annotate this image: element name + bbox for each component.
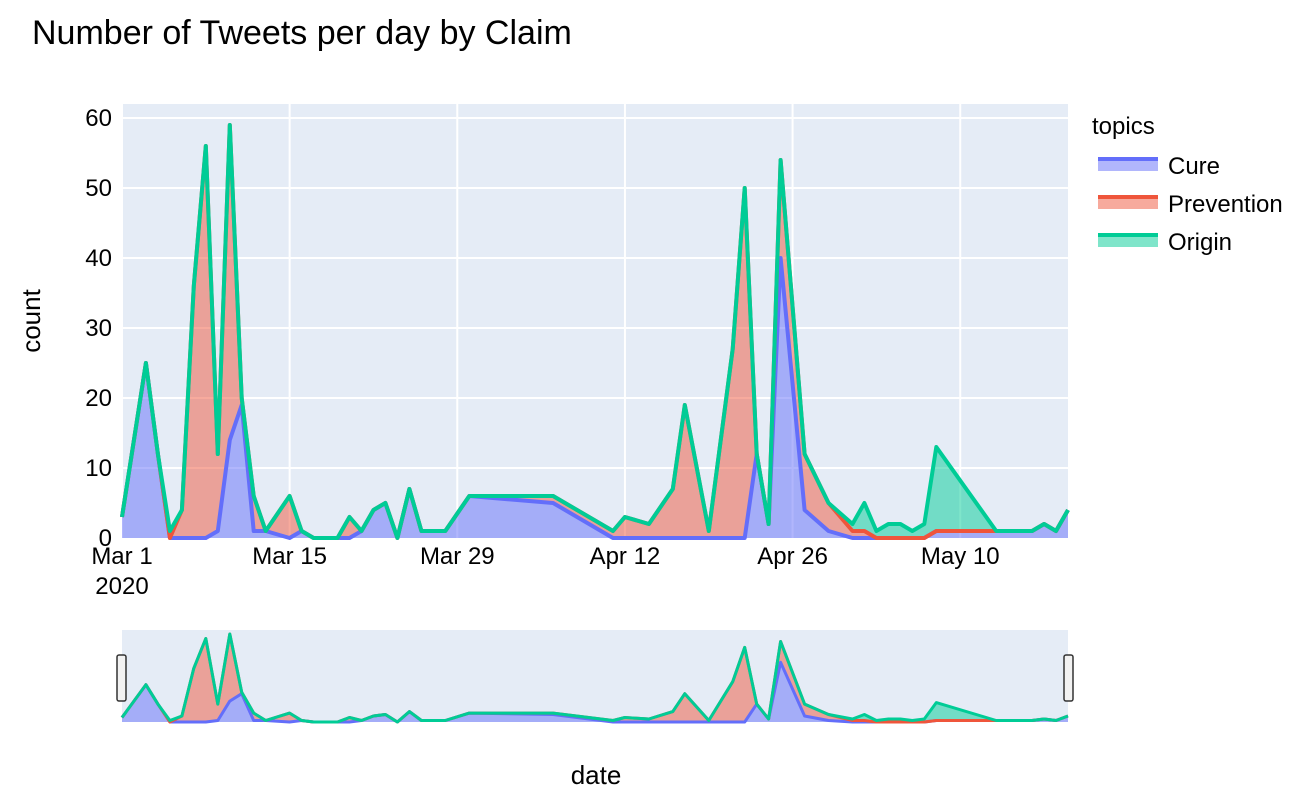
legend-item-cure[interactable]: Cure xyxy=(1098,153,1220,180)
y-tick-label: 20 xyxy=(85,385,112,412)
series-areas xyxy=(122,125,1068,538)
x-tick-sublabel: 2020 xyxy=(95,573,148,600)
x-tick-label: May 10 xyxy=(921,543,1000,570)
legend-item-prevention[interactable]: Prevention xyxy=(1098,191,1283,218)
y-tick-labels: 0 10 20 30 40 50 60 xyxy=(85,105,112,552)
legend-swatch-cure xyxy=(1098,159,1158,171)
legend-label-origin: Origin xyxy=(1168,229,1232,256)
x-tick-label: Mar 1 xyxy=(91,543,152,570)
range-slider-left-handle[interactable] xyxy=(116,654,127,702)
series-origin-line xyxy=(120,123,1070,540)
series-lines xyxy=(120,123,1070,540)
legend: Cure Prevention Origin xyxy=(1098,153,1283,256)
slider-prevention-area xyxy=(122,634,1068,722)
gridlines xyxy=(121,104,1068,538)
range-slider-lines xyxy=(120,632,1069,724)
range-slider-areas xyxy=(122,634,1068,722)
chart-title: Number of Tweets per day by Claim xyxy=(32,14,572,52)
x-tick-label: Mar 29 xyxy=(420,543,495,570)
y-tick-label: 0 xyxy=(99,525,112,552)
legend-swatch-prevention xyxy=(1098,197,1158,209)
legend-label-cure: Cure xyxy=(1168,153,1220,180)
range-slider-right-handle[interactable] xyxy=(1063,654,1074,702)
legend-swatch-origin xyxy=(1098,235,1158,247)
y-axis-title: count xyxy=(16,288,46,352)
x-tick-labels: Mar 1 2020 Mar 15 Mar 29 Apr 12 Apr 26 May 10 xyxy=(91,543,999,600)
y-tick-label: 50 xyxy=(85,175,112,202)
slider-origin-line xyxy=(120,632,1069,724)
y-tick-label: 60 xyxy=(85,105,112,132)
x-tick-label: Mar 15 xyxy=(252,543,327,570)
x-tick-label: Apr 26 xyxy=(757,543,828,570)
x-axis-title: date xyxy=(571,760,622,790)
series-prevention-area xyxy=(122,125,1068,538)
legend-label-prevention: Prevention xyxy=(1168,191,1283,218)
legend-item-origin[interactable]: Origin xyxy=(1098,229,1232,256)
y-tick-label: 10 xyxy=(85,455,112,482)
x-tick-label: Apr 12 xyxy=(590,543,661,570)
range-slider-background[interactable] xyxy=(122,630,1068,722)
y-tick-label: 30 xyxy=(85,315,112,342)
plot-background xyxy=(122,104,1068,538)
y-tick-label: 40 xyxy=(85,245,112,272)
legend-title: topics xyxy=(1092,113,1155,140)
